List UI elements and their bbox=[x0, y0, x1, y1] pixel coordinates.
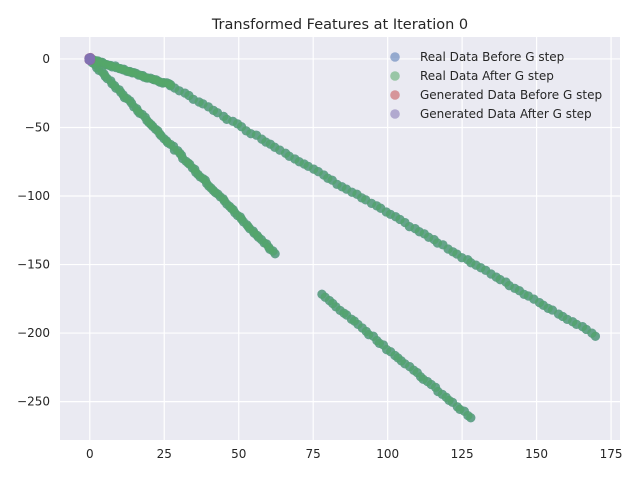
point-1-256 bbox=[466, 413, 476, 423]
grid-lines bbox=[60, 37, 620, 440]
legend-marker-2 bbox=[390, 90, 400, 100]
x-tick-label-4: 100 bbox=[376, 447, 399, 461]
series-3 bbox=[84, 52, 96, 65]
legend-marker-0 bbox=[390, 52, 400, 62]
plot-background bbox=[60, 37, 620, 440]
x-tick-label-5: 125 bbox=[451, 447, 474, 461]
legend: Real Data Before G step Real Data After G… bbox=[390, 50, 602, 121]
y-tick-label-1: −50 bbox=[25, 120, 50, 134]
y-tick-label-3: −150 bbox=[17, 258, 50, 272]
x-tick-label-6: 150 bbox=[525, 447, 548, 461]
x-tick-label-1: 25 bbox=[157, 447, 172, 461]
y-tick-label-2: −100 bbox=[17, 189, 50, 203]
legend-label-3: Generated Data After G step bbox=[420, 107, 592, 121]
point-1-214 bbox=[270, 249, 280, 259]
x-tick-label-7: 175 bbox=[600, 447, 623, 461]
legend-label-1: Real Data After G step bbox=[420, 69, 554, 83]
legend-marker-1 bbox=[390, 71, 400, 81]
point-3-19 bbox=[85, 52, 95, 63]
chart-title: Transformed Features at Iteration 0 bbox=[211, 17, 468, 33]
y-tick-label-5: −250 bbox=[17, 395, 50, 409]
x-tick-label-3: 75 bbox=[306, 447, 321, 461]
y-tick-label-4: −200 bbox=[17, 326, 50, 340]
y-tick-label-0: 0 bbox=[42, 52, 50, 66]
tick-labels: 0 25 50 75 100 125 150 175 0 −50 −100 −150 −200 −250 bbox=[17, 52, 622, 461]
legend-label-0: Real Data Before G step bbox=[420, 50, 564, 64]
x-tick-label-0: 0 bbox=[86, 447, 94, 461]
legend-marker-3 bbox=[390, 109, 400, 119]
x-tick-label-2: 50 bbox=[231, 447, 246, 461]
data-points bbox=[84, 52, 601, 423]
point-1-129 bbox=[590, 331, 601, 341]
legend-label-2: Generated Data Before G step bbox=[420, 88, 602, 102]
